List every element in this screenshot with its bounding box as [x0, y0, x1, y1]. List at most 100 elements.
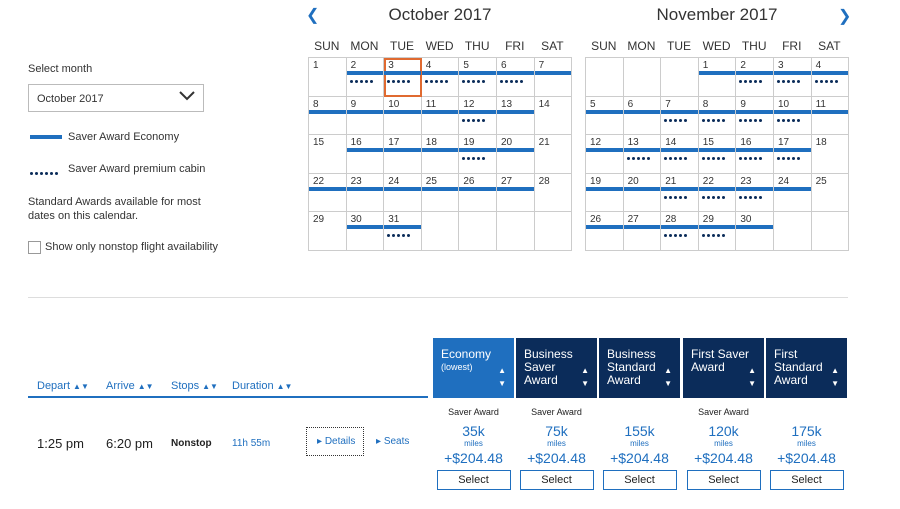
- calendar-day[interactable]: 1: [698, 58, 737, 97]
- calendar-day[interactable]: 1: [309, 58, 347, 97]
- calendar-day[interactable]: 25: [421, 173, 460, 213]
- calendar-day[interactable]: 24: [773, 173, 812, 213]
- calendar-day[interactable]: 14: [534, 96, 573, 136]
- calendar-day[interactable]: 22: [698, 173, 737, 213]
- calendar-day[interactable]: 30: [346, 212, 385, 251]
- calendar-day[interactable]: 27: [623, 212, 662, 251]
- cabin-first-standard[interactable]: First Standard Award ▲ ▼: [766, 338, 847, 398]
- details-button[interactable]: ▸ Details: [306, 427, 364, 456]
- calendar-day[interactable]: 26: [459, 173, 497, 213]
- calendar-day[interactable]: 8: [698, 96, 737, 136]
- calendar-day[interactable]: 9: [346, 96, 385, 136]
- sort-arrive[interactable]: Arrive ▲▼: [106, 380, 154, 392]
- saver-premium-dots: [664, 195, 688, 199]
- sort-depart[interactable]: Depart ▲▼: [37, 380, 89, 392]
- calendar-day[interactable]: 15: [309, 135, 347, 174]
- day-number: 15: [313, 137, 325, 149]
- calendar-day[interactable]: 29: [698, 212, 737, 251]
- calendar-day[interactable]: 8: [309, 96, 347, 136]
- calendar-day[interactable]: 5: [586, 96, 624, 136]
- saver-economy-bar: [586, 109, 623, 114]
- saver-premium-dots: [664, 157, 688, 161]
- calendar-day[interactable]: 19: [459, 135, 497, 174]
- calendar-day[interactable]: 4: [421, 58, 460, 97]
- calendar-day[interactable]: 10: [773, 96, 812, 136]
- calendar-day[interactable]: 11: [811, 96, 850, 136]
- calendar-day[interactable]: 25: [811, 173, 850, 213]
- select-fare-button[interactable]: Select: [436, 470, 511, 490]
- calendar-day[interactable]: 13: [496, 96, 535, 136]
- calendar-day[interactable]: 18: [811, 135, 850, 174]
- day-of-week: SAT: [818, 39, 841, 53]
- fare-tax: +$204.48: [444, 450, 503, 466]
- day-of-week: SUN: [314, 39, 340, 53]
- select-fare-button[interactable]: Select: [686, 470, 761, 490]
- saver-premium-dots: [776, 118, 800, 122]
- calendar-day[interactable]: 15: [698, 135, 737, 174]
- calendar-day[interactable]: 6: [623, 96, 662, 136]
- calendar-day[interactable]: 2: [346, 58, 385, 97]
- calendar-day[interactable]: 29: [309, 212, 347, 251]
- cabin-first-saver[interactable]: First Saver Award ▲ ▼: [683, 338, 764, 398]
- calendar-day[interactable]: 2: [736, 58, 774, 97]
- calendar-day[interactable]: 13: [623, 135, 662, 174]
- day-of-week: THU: [741, 39, 767, 53]
- day-number: 17: [777, 137, 790, 149]
- calendar-day[interactable]: 5: [459, 58, 497, 97]
- cabin-business-standard[interactable]: Business Standard Award ▲ ▼: [599, 338, 680, 398]
- calendar-empty-cell: [661, 58, 699, 97]
- calendar-day[interactable]: 22: [309, 173, 347, 213]
- select-fare-button[interactable]: Select: [769, 470, 844, 490]
- calendar-day[interactable]: 20: [496, 135, 535, 174]
- select-fare-button[interactable]: Select: [519, 470, 594, 490]
- calendar-day[interactable]: 16: [346, 135, 385, 174]
- calendar-day[interactable]: 31: [384, 212, 422, 251]
- prev-month-arrow-icon[interactable]: ❮: [306, 7, 320, 24]
- calendar-day[interactable]: 3: [773, 58, 812, 97]
- calendar-day[interactable]: 17: [773, 135, 812, 174]
- cabin-economy[interactable]: Economy (lowest) ▲ ▼: [433, 338, 514, 398]
- calendar-day[interactable]: 9: [736, 96, 774, 136]
- sort-duration[interactable]: Duration ▲▼: [232, 380, 293, 392]
- calendar-day[interactable]: 23: [346, 173, 385, 213]
- calendar-day[interactable]: 18: [421, 135, 460, 174]
- saver-premium-legend-dots: [30, 172, 58, 175]
- cabin-business-saver[interactable]: Business Saver Award ▲ ▼: [516, 338, 597, 398]
- calendar-day[interactable]: 4: [811, 58, 850, 97]
- calendar-day[interactable]: 20: [623, 173, 662, 213]
- calendar-day[interactable]: 11: [421, 96, 460, 136]
- calendar-day[interactable]: 19: [586, 173, 624, 213]
- calendar-day[interactable]: 27: [496, 173, 535, 213]
- calendar-day[interactable]: 7: [534, 58, 573, 97]
- seats-link[interactable]: ▸ Seats: [376, 436, 410, 447]
- fare-tax: +$204.48: [694, 450, 753, 466]
- calendar-day[interactable]: 12: [586, 135, 624, 174]
- sort-stops[interactable]: Stops ▲▼: [171, 380, 218, 392]
- calendar-day[interactable]: 3: [384, 58, 422, 97]
- nonstop-checkbox[interactable]: [28, 241, 41, 254]
- calendar-day[interactable]: 28: [661, 212, 699, 251]
- calendar-day[interactable]: 17: [384, 135, 422, 174]
- calendar-day[interactable]: 10: [384, 96, 422, 136]
- calendar-day[interactable]: 14: [661, 135, 699, 174]
- day-number: 9: [740, 98, 746, 110]
- calendar-day[interactable]: 23: [736, 173, 774, 213]
- calendar-day[interactable]: 21: [661, 173, 699, 213]
- calendar-day[interactable]: 7: [661, 96, 699, 136]
- day-number: 19: [463, 137, 475, 149]
- month-select[interactable]: October 2017: [28, 84, 204, 112]
- calendar-day[interactable]: 12: [459, 96, 497, 136]
- select-fare-button[interactable]: Select: [602, 470, 677, 490]
- saver-economy-bar: [698, 186, 736, 191]
- calendar-day[interactable]: 6: [496, 58, 535, 97]
- calendar-day[interactable]: 28: [534, 173, 573, 213]
- saver-economy-bar: [698, 225, 736, 230]
- next-month-arrow-icon[interactable]: ❯: [838, 8, 852, 25]
- calendar-day[interactable]: 24: [384, 173, 422, 213]
- calendar-day[interactable]: 16: [736, 135, 774, 174]
- calendar-day[interactable]: 30: [736, 212, 774, 251]
- calendar-day[interactable]: 26: [586, 212, 624, 251]
- fare-tag: Saver Award: [531, 407, 582, 417]
- select-month-label: Select month: [28, 63, 93, 75]
- calendar-day[interactable]: 21: [534, 135, 573, 174]
